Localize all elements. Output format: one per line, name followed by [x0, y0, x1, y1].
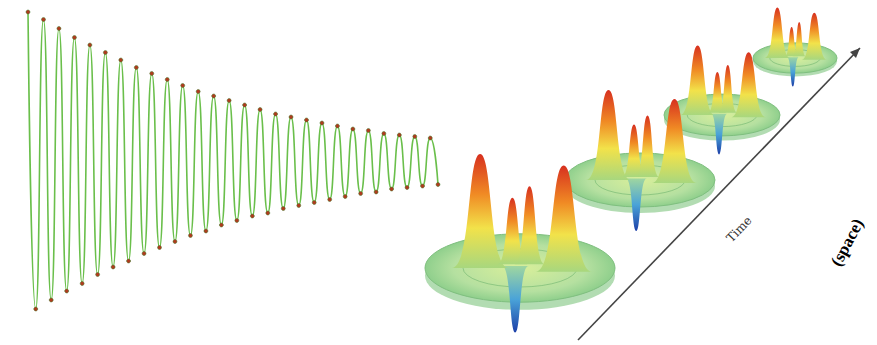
svg-text:(space): (space) — [827, 215, 868, 269]
svg-text:Time: Time — [724, 213, 755, 245]
